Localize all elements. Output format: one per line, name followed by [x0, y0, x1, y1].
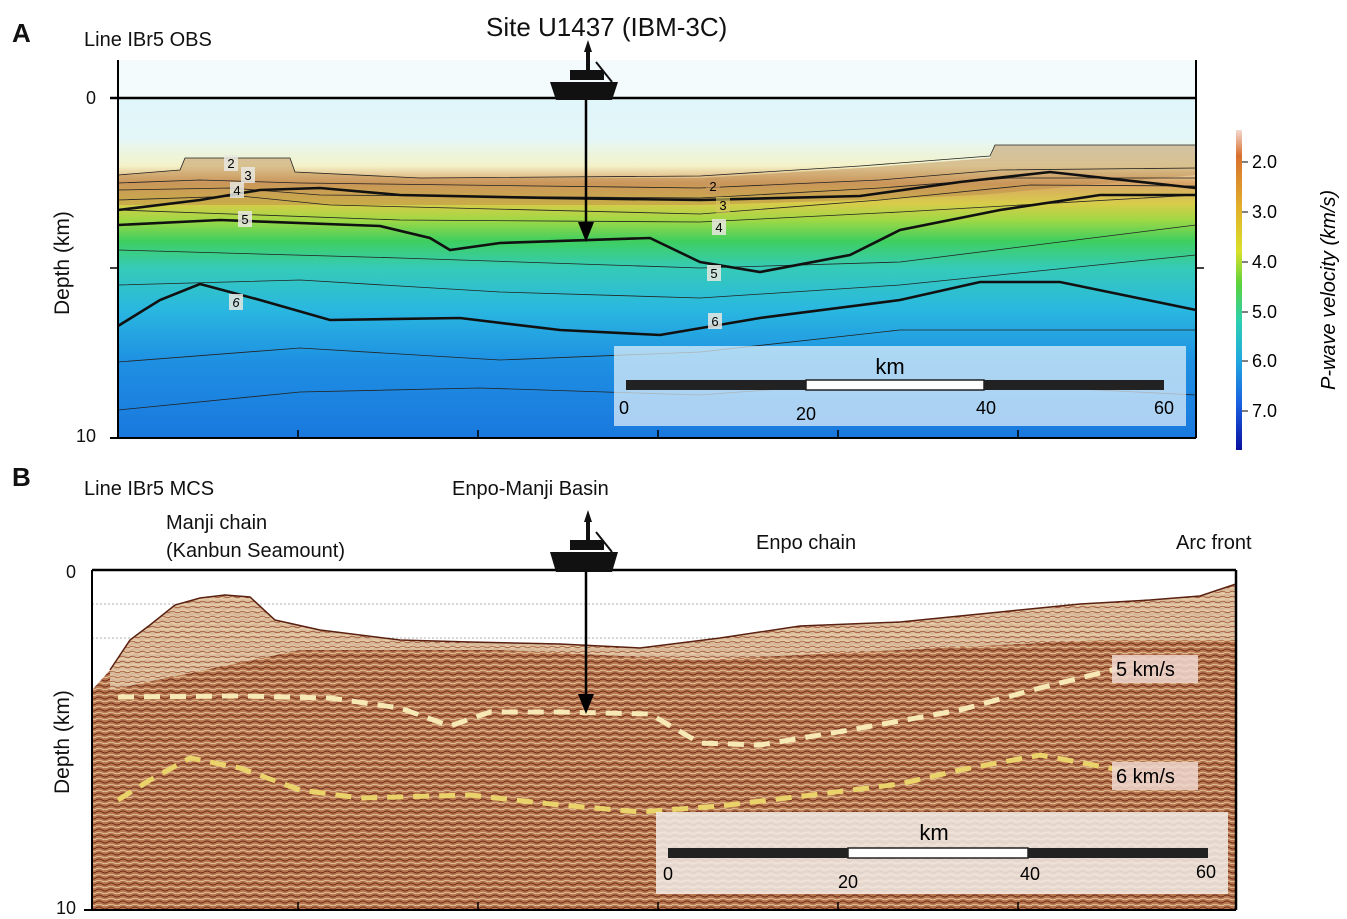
panel-a-scalebar-tick: 0 [619, 398, 629, 418]
panel-b-scalebar-tick: 60 [1196, 862, 1216, 882]
panel-a-velocity-section: 2 3 4 5 6 2 3 4 5 6 [110, 40, 1340, 450]
contour-label: 5 [241, 212, 248, 227]
arrow-head-icon-b [578, 694, 594, 714]
panel-a-scalebar-unit: km [875, 354, 904, 379]
contour-label: 4 [715, 220, 722, 235]
colorbar-tick: 4.0 [1252, 252, 1277, 272]
enpo-chain-label: Enpo chain [756, 532, 857, 554]
contour-label: 4 [233, 183, 240, 198]
panel-a-scalebar-tick: 20 [796, 404, 816, 424]
contour-label: 6 [711, 314, 718, 329]
panel-b-line-label: Line IBr5 MCS [84, 478, 215, 500]
velocity-colorbar [1236, 130, 1242, 450]
panel-b-y-tick-0: 0 [66, 562, 77, 582]
drill-ship-icon [550, 40, 618, 100]
panel-b-scalebar-tick: 40 [1020, 864, 1040, 884]
colorbar-tick: 5.0 [1252, 302, 1277, 322]
arc-front-label: Arc front [1176, 532, 1252, 554]
panel-a-scalebar-tick: 40 [976, 398, 996, 418]
contour-label: 5 [710, 266, 717, 281]
colorbar-tick: 7.0 [1252, 401, 1277, 421]
contour-label: 3 [719, 198, 726, 213]
velocity-6-label: 6 km/s [1116, 766, 1175, 788]
colorbar-tick: 2.0 [1252, 152, 1277, 172]
panel-b-y-tick-10: 10 [56, 898, 77, 918]
panel-a-letter: A [12, 18, 31, 48]
arrow-head-icon [578, 222, 594, 242]
panel-b-scalebar-tick: 0 [663, 864, 673, 884]
panel-b-letter: B [12, 462, 31, 492]
colorbar-tick: 6.0 [1252, 351, 1277, 371]
manji-chain-label: Manji chain [166, 512, 268, 534]
colorbar-tick: 3.0 [1252, 202, 1277, 222]
panel-b-scalebar-unit: km [919, 820, 948, 845]
velocity-6-line [116, 752, 1121, 815]
colorbar-label: P-wave velocity (km/s) [1318, 190, 1340, 390]
panel-b-seismic-section: 5 km/s 6 km/s km 0 20 40 60 [84, 510, 1238, 911]
panel-a-y-tick-0: 0 [86, 88, 97, 108]
contour-label: 6 [232, 295, 240, 310]
contour-label: 2 [709, 179, 716, 194]
drill-ship-icon-b [550, 510, 618, 572]
panel-b-scalebar-tick: 20 [838, 872, 858, 892]
panel-a-scalebar-tick: 60 [1154, 398, 1174, 418]
contour-label: 2 [227, 156, 234, 171]
panel-a-line-label: Line IBr5 OBS [84, 29, 212, 51]
velocity-5-line [117, 665, 1121, 748]
velocity-5-label: 5 km/s [1116, 659, 1175, 681]
kanbun-seamount-label: (Kanbun Seamount) [166, 540, 346, 562]
panel-a-y-tick-10: 10 [76, 426, 97, 446]
basin-label: Enpo-Manji Basin [452, 478, 609, 500]
site-title: Site U1437 (IBM-3C) [486, 12, 728, 42]
contour-label: 3 [244, 168, 251, 183]
